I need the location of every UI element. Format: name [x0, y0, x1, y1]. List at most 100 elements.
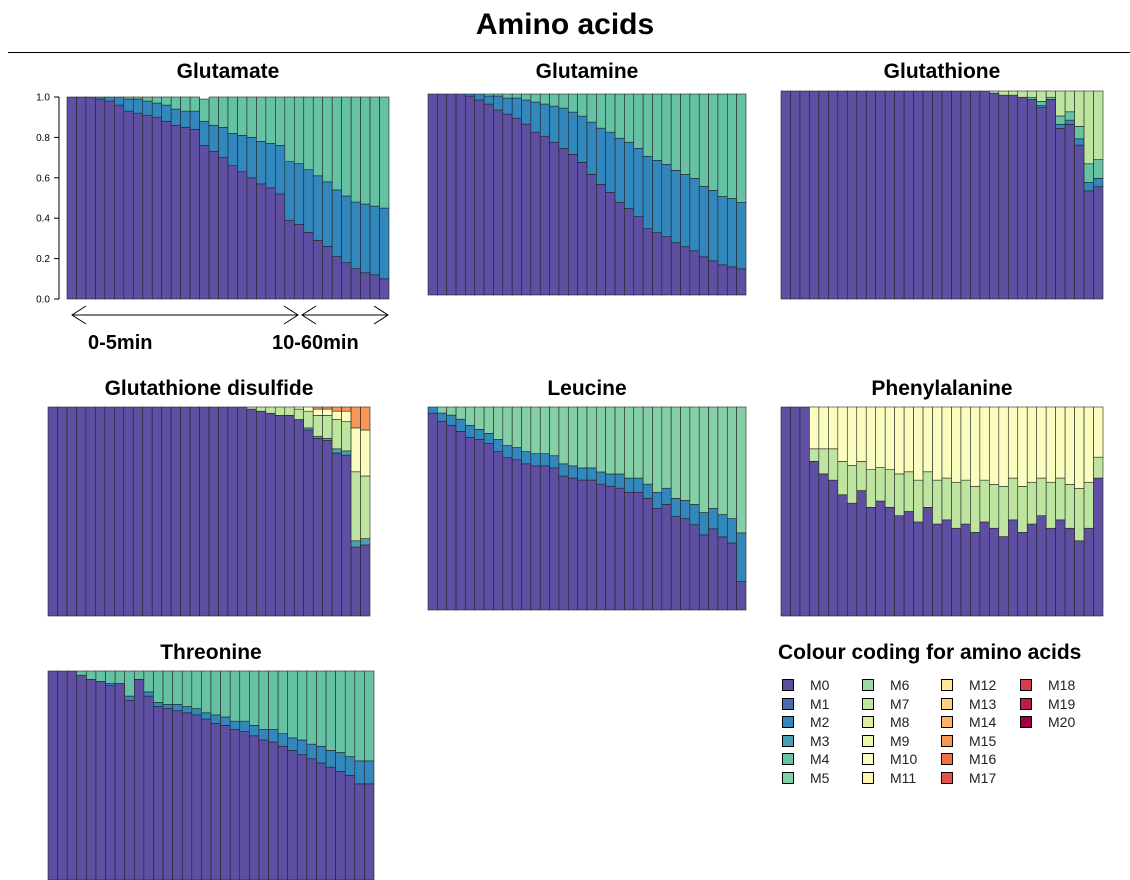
bar-phenylalanine-26-m0: [1017, 532, 1028, 617]
bar-glutamine-27-m0: [670, 242, 681, 296]
bar-threonine-32-m4: [344, 670, 356, 757]
bar-phenylalanine-14-m10: [903, 406, 914, 473]
bar-threonine-33-m0: [354, 783, 365, 880]
bar-leucine-21-m5: [614, 406, 625, 475]
bar-glutamine-14-m4: [549, 93, 560, 107]
bar-glutamine-6-m0: [474, 99, 485, 296]
bar-glutamine-27-m4: [670, 93, 681, 171]
bar-glutamate-17-m2: [218, 127, 229, 158]
legend-swatch-m4: [782, 753, 794, 765]
bar-phenylalanine-8-m0: [846, 502, 858, 617]
bar-phenylalanine-5-m7: [818, 448, 829, 475]
bar-glutamine-31-m0: [708, 260, 719, 296]
bar-threonine-14-m2: [172, 704, 183, 712]
bar-threonine-11-m4: [143, 670, 154, 693]
bar-glutathione-disulfide-28-m3: [303, 427, 314, 431]
bar-glutathione-disulfide-24-m0: [265, 412, 276, 617]
bar-glutathione-7-m0: [837, 90, 848, 300]
bar-glutamate-10-m0: [151, 116, 163, 300]
bar-glutamate-22-m0: [265, 187, 276, 300]
bar-phenylalanine-9-m10: [856, 406, 867, 462]
bar-phenylalanine-30-m10: [1055, 406, 1066, 479]
bar-glutamate-6-m2: [114, 96, 125, 106]
bar-glutamine-12-m2: [530, 101, 541, 133]
bar-glutamate-34-m0: [379, 278, 390, 300]
bar-glutathione-disulfide-2-m0: [57, 406, 68, 617]
legend-item-m9: M9: [862, 731, 909, 751]
bar-leucine-9-m2: [502, 445, 513, 459]
bar-glutamine-34-m4: [736, 93, 747, 203]
bar-phenylalanine-22-m10: [979, 406, 990, 481]
chart-glutamate: [66, 96, 390, 300]
bar-threonine-28-m2: [306, 743, 317, 760]
bar-glutathione-27-m7: [1026, 90, 1038, 98]
bar-phenylalanine-8-m7: [846, 465, 858, 504]
bar-leucine-15-m2: [558, 463, 569, 477]
bar-glutathione-31-m0: [1064, 123, 1075, 300]
bar-glutathione-4-m0: [809, 90, 820, 300]
bar-phenylalanine-4-m10: [809, 406, 820, 450]
bar-glutamate-28-m4: [322, 96, 333, 183]
panel-title-glutathione-disulfide: Glutathione disulfide: [104, 377, 314, 400]
bar-threonine-4-m4: [76, 670, 87, 676]
bar-threonine-10-m0: [133, 679, 145, 880]
bar-glutamine-11-m2: [521, 99, 532, 125]
bar-leucine-27-m0: [670, 516, 681, 611]
bar-threonine-29-m2: [316, 745, 327, 764]
legend-label-m9: M9: [890, 732, 910, 749]
bar-phenylalanine-33-m10: [1083, 406, 1094, 483]
bar-glutamine-28-m0: [680, 246, 691, 296]
bar-glutamate-31-m4: [350, 96, 361, 203]
bar-leucine-14-m2: [549, 455, 560, 469]
legend-item-m7: M7: [862, 694, 909, 714]
bar-leucine-11-m0: [521, 463, 532, 611]
bar-threonine-33-m4: [354, 670, 365, 762]
bar-phenylalanine-25-m0: [1007, 519, 1019, 617]
bar-phenylalanine-31-m10: [1064, 406, 1075, 485]
bar-glutamate-12-m2: [170, 108, 181, 126]
legend-item-m14: M14: [941, 712, 996, 732]
bar-glutathione-12-m0: [884, 90, 895, 300]
bar-glutathione-14-m0: [903, 90, 914, 300]
bar-threonine-31-m4: [335, 670, 346, 753]
bar-phenylalanine-21-m10: [970, 406, 981, 487]
bar-leucine-21-m0: [614, 487, 625, 611]
bar-leucine-24-m0: [642, 498, 653, 611]
bar-glutamate-11-m0: [161, 120, 172, 300]
bar-leucine-5-m0: [465, 437, 476, 611]
bar-glutamate-24-m0: [284, 219, 295, 300]
bar-leucine-11-m2: [521, 451, 532, 465]
bar-glutamate-5-m0: [104, 100, 115, 300]
bar-threonine-16-m2: [191, 708, 202, 716]
bar-glutathione-disulfide-29-m15: [312, 406, 323, 410]
legend-item-m2: M2: [782, 712, 829, 732]
bar-glutamine-28-m2: [680, 174, 691, 248]
bar-glutathione-disulfide-33-m7: [350, 471, 361, 542]
bar-glutathione-34-m0: [1093, 186, 1104, 300]
bar-glutamine-19-m4: [596, 93, 606, 129]
bar-glutamate-30-m0: [341, 262, 352, 300]
bar-glutathione-28-m4: [1036, 101, 1047, 106]
bar-glutamine-18-m0: [586, 174, 597, 296]
bar-glutamine-34-m0: [736, 268, 747, 296]
legend-label-m12: M12: [969, 677, 997, 693]
bar-glutathione-25-m7: [1007, 90, 1019, 96]
bar-leucine-6-m0: [474, 439, 485, 611]
legend-swatch-m8: [862, 716, 874, 728]
bar-glutamine-33-m2: [726, 198, 737, 268]
bar-glutathione-33-m7: [1083, 90, 1094, 165]
bar-glutathione-disulfide-33-m3: [350, 540, 361, 548]
bar-glutathione-disulfide-17-m0: [199, 406, 210, 617]
bar-glutathione-disulfide-29-m3: [312, 435, 323, 439]
bar-glutathione-disulfide-32-m0: [341, 454, 352, 617]
bar-threonine-33-m2: [354, 760, 365, 785]
bar-phenylalanine-5-m10: [818, 406, 829, 450]
bar-glutamate-33-m0: [369, 274, 380, 300]
bar-glutathione-disulfide-10-m0: [132, 406, 144, 617]
bar-threonine-8-m0: [114, 683, 126, 880]
bar-phenylalanine-27-m7: [1026, 481, 1038, 525]
bar-threonine-26-m4: [287, 670, 298, 739]
bar-glutamine-10-m4: [511, 93, 522, 99]
bar-leucine-28-m5: [680, 406, 691, 501]
y-tick-label: 0.0: [36, 295, 50, 306]
